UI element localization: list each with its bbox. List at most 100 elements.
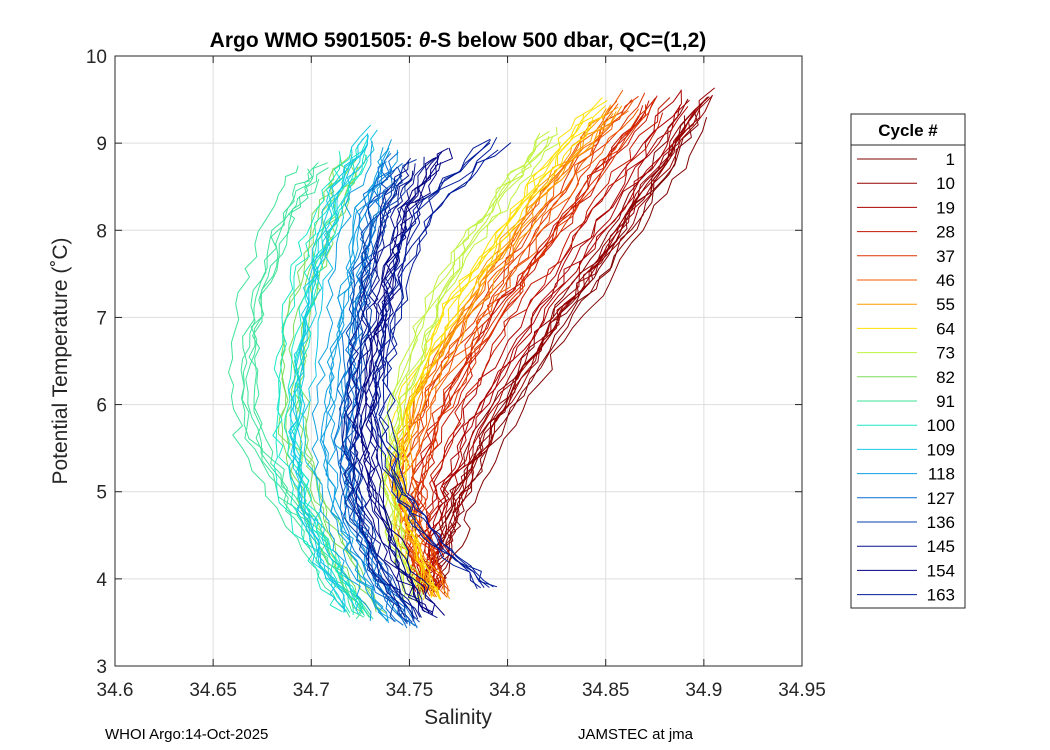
legend-label-163: 163 xyxy=(927,586,955,605)
series-154 xyxy=(352,147,453,616)
y-axis-label: Potential Temperature (˚C) xyxy=(49,237,72,484)
chart-title-theta: θ xyxy=(419,29,431,52)
legend-label-73: 73 xyxy=(936,344,955,363)
series-line-100 xyxy=(273,151,343,613)
series-line-154 xyxy=(352,157,435,614)
y-tick-label: 6 xyxy=(96,396,107,417)
legend-label-1: 1 xyxy=(946,150,955,169)
series-line-127 xyxy=(340,152,418,628)
legend-label-37: 37 xyxy=(936,247,955,266)
series-line-109 xyxy=(302,129,378,611)
series-line-73 xyxy=(379,132,541,601)
legend-box xyxy=(850,113,966,609)
legend-label-136: 136 xyxy=(927,513,955,532)
legend-label-100: 100 xyxy=(927,416,955,435)
series-line-64 xyxy=(396,105,606,600)
legend-label-64: 64 xyxy=(936,319,955,338)
legend-title: Cycle # xyxy=(878,121,938,140)
x-tick-label: 34.9 xyxy=(685,680,722,701)
series-127 xyxy=(333,152,418,629)
series-line-37 xyxy=(420,99,655,592)
y-tick-label: 7 xyxy=(96,308,107,329)
chart-title: Argo WMO 5901505: θ-S below 500 dbar, QC… xyxy=(210,29,707,52)
series-line-19 xyxy=(430,107,698,593)
series-line-163 xyxy=(386,142,512,588)
series-line-118 xyxy=(320,147,390,622)
series-73 xyxy=(379,126,561,603)
footer-credit-whoi: WHOI Argo:14-Oct-2025 xyxy=(105,726,269,743)
x-tick-label: 34.95 xyxy=(778,680,826,701)
plot-area xyxy=(115,56,802,666)
series-line-127 xyxy=(338,162,408,629)
series-line-82 xyxy=(299,154,387,614)
series-line-73 xyxy=(394,126,558,600)
x-tick-label: 34.65 xyxy=(189,680,237,701)
y-tick-label: 5 xyxy=(96,483,107,504)
series-line-100 xyxy=(292,147,367,616)
series-line-1 xyxy=(443,116,708,594)
chart-title-suffix: -S below 500 dbar, QC=(1,2) xyxy=(430,29,706,52)
series-line-118 xyxy=(311,141,373,621)
y-tick-label: 8 xyxy=(96,221,107,242)
series-line-10 xyxy=(425,101,704,592)
legend-label-109: 109 xyxy=(927,440,955,459)
x-tick-label: 34.75 xyxy=(386,680,434,701)
plot-frame xyxy=(114,55,803,667)
series-109 xyxy=(288,124,378,615)
series-line-64 xyxy=(397,97,603,598)
series-line-91 xyxy=(228,165,351,618)
footer-credit-jamstec: JAMSTEC at jma xyxy=(578,726,694,743)
series-line-163 xyxy=(372,142,491,589)
y-tick-label: 9 xyxy=(96,134,107,155)
series-line-100 xyxy=(289,154,368,614)
series-line-145 xyxy=(351,163,419,620)
legend-label-82: 82 xyxy=(936,368,955,387)
legend-label-127: 127 xyxy=(927,489,955,508)
series-line-10 xyxy=(424,96,709,591)
chart-title-prefix: Argo WMO 5901505: xyxy=(210,29,419,52)
series-10 xyxy=(421,87,716,593)
axis-ticks: 34.6 34.65 34.7 34.75 34.8 34.85 34.9 34.95 3 4 5 6… xyxy=(86,47,826,701)
series-line-118 xyxy=(319,147,389,622)
x-tick-label: 34.85 xyxy=(582,680,630,701)
x-tick-label: 34.8 xyxy=(489,680,526,701)
series-line-163 xyxy=(374,139,491,588)
series-line-28 xyxy=(425,97,671,590)
series-line-154 xyxy=(363,153,440,615)
legend-label-118: 118 xyxy=(928,465,955,484)
x-tick-label: 34.6 xyxy=(97,680,134,701)
series-163 xyxy=(368,137,512,590)
series-line-37 xyxy=(411,92,646,589)
series-line-55 xyxy=(390,112,614,597)
y-tick-label: 4 xyxy=(96,570,107,591)
series-line-154 xyxy=(371,147,453,616)
series-line-91 xyxy=(240,162,365,618)
series-line-109 xyxy=(288,135,369,613)
legend-label-28: 28 xyxy=(936,223,955,242)
series-line-127 xyxy=(333,161,404,626)
legend-label-55: 55 xyxy=(936,295,955,314)
series-line-136 xyxy=(343,166,408,625)
legend-entries: 1 10 19 28 37 46 55 64 73 82 91 100 109 118 127 136 145 1… xyxy=(857,150,955,605)
legend-label-46: 46 xyxy=(936,271,955,290)
series-line-154 xyxy=(369,147,449,616)
legend-label-10: 10 xyxy=(936,174,955,193)
x-tick-label: 34.7 xyxy=(293,680,330,701)
legend-label-19: 19 xyxy=(936,198,955,217)
series-line-46 xyxy=(395,100,618,597)
legend: Cycle # 1 10 19 28 37 46 55 64 73 82 91 100 109 118 12… xyxy=(850,113,966,609)
series-lines xyxy=(228,87,716,629)
y-tick-label: 10 xyxy=(86,47,107,68)
legend-label-91: 91 xyxy=(936,392,955,411)
legend-label-154: 154 xyxy=(927,561,955,580)
y-tick-label: 3 xyxy=(96,657,107,678)
series-line-145 xyxy=(346,157,415,620)
series-145 xyxy=(342,156,438,620)
x-axis-label: Salinity xyxy=(424,706,492,729)
series-line-109 xyxy=(297,133,369,615)
series-line-163 xyxy=(378,137,498,588)
series-91 xyxy=(228,162,374,620)
series-line-145 xyxy=(342,160,410,618)
series-line-109 xyxy=(288,133,368,612)
